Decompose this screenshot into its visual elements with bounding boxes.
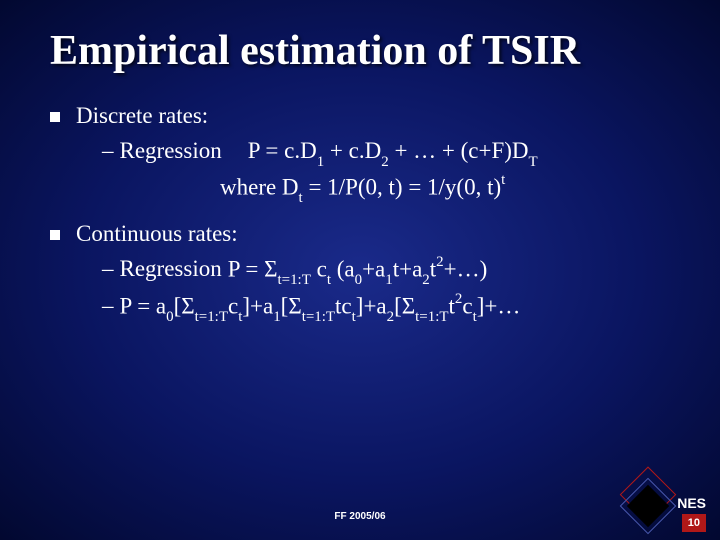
subbullet-prefix: Regression bbox=[120, 137, 222, 169]
spacer bbox=[222, 137, 248, 169]
subbullet-regression-discrete: – Regression P = c.D1 + c.D2 + … + (c+F)… bbox=[102, 137, 670, 169]
formula-cont-2: P = a0[Σt=1:Tct]+a1[Σt=1:Ttct]+a2[Σt=1:T… bbox=[120, 292, 521, 325]
bullet-label: Discrete rates: bbox=[76, 102, 208, 131]
square-bullet-icon bbox=[50, 112, 60, 122]
org-label: NES bbox=[677, 495, 706, 511]
subbullet-prefix: Regression bbox=[120, 255, 222, 288]
slide: Empirical estimation of TSIR Discrete ra… bbox=[0, 0, 720, 540]
subbullet-regression-continuous: – Regression P = Σt=1:T ct (a0+a1t+a2t2+… bbox=[102, 255, 670, 288]
bullet-label: Continuous rates: bbox=[76, 220, 238, 249]
formula-discrete-2: where Dt = 1/P(0, t) = 1/y(0, t)t bbox=[220, 173, 670, 206]
formula-cont-1: P = Σt=1:T ct (a0+a1t+a2t2+…) bbox=[228, 255, 488, 288]
bullet-discrete: Discrete rates: bbox=[50, 102, 670, 131]
logo-diamond-icon bbox=[620, 478, 677, 535]
slide-body: Discrete rates: – Regression P = c.D1 + … bbox=[50, 102, 670, 325]
formula-discrete-1: P = c.D1 + c.D2 + … + (c+F)DT bbox=[248, 137, 538, 169]
footer-center: FF 2005/06 bbox=[0, 511, 720, 522]
dash-icon: – bbox=[102, 137, 114, 169]
subbullet-p-expansion: – P = a0[Σt=1:Tct]+a1[Σt=1:Ttct]+a2[Σt=1… bbox=[102, 292, 670, 325]
slide-title: Empirical estimation of TSIR bbox=[50, 28, 670, 74]
bullet-continuous: Continuous rates: bbox=[50, 220, 670, 249]
dash-icon: – bbox=[102, 255, 114, 288]
dash-icon: – bbox=[102, 292, 114, 325]
square-bullet-icon bbox=[50, 230, 60, 240]
